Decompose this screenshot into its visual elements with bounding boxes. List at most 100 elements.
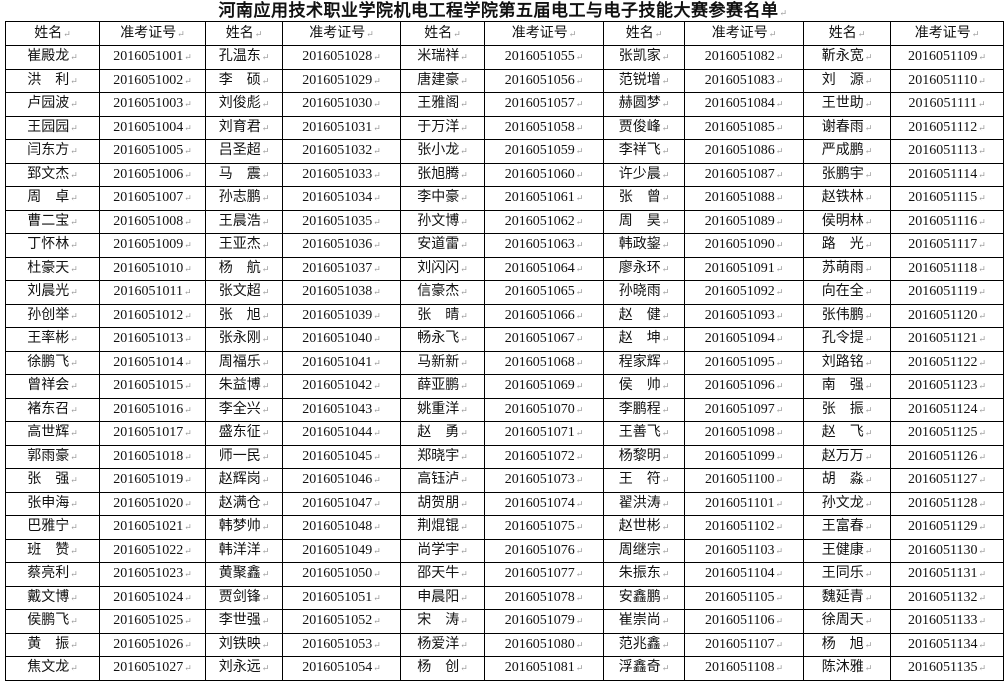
- participant-name: 蔡亮利: [5, 562, 100, 587]
- participant-name: 朱振东: [603, 562, 685, 587]
- exam-id: 2016051122: [890, 350, 1004, 375]
- exam-id: 2016051036: [282, 233, 401, 258]
- participant-name: 刘铁映: [205, 632, 283, 657]
- participant-name: 张 曾: [603, 186, 685, 211]
- table-row: 班 赞2016051022韩洋洋2016051049尚学宇2016051076周…: [5, 538, 1004, 563]
- exam-id: 2016051120: [890, 303, 1004, 328]
- participant-name: 洪 利: [5, 68, 100, 93]
- participant-name: 戴文博: [5, 585, 100, 610]
- exam-id: 2016051104: [684, 562, 804, 587]
- exam-id: 2016051077: [484, 562, 604, 587]
- exam-id: 2016051067: [484, 327, 604, 352]
- exam-id: 2016051131: [890, 562, 1004, 587]
- exam-id: 2016051082: [684, 45, 804, 70]
- participant-name: 郭雨豪: [5, 444, 100, 469]
- participant-name: 孙志鹏: [205, 186, 283, 211]
- participant-name: 严成鹏: [803, 139, 891, 164]
- participant-name: 胡 淼: [803, 468, 891, 493]
- exam-id: 2016051089: [684, 209, 804, 234]
- participant-name: 张永刚: [205, 327, 283, 352]
- table-row: 闫东方2016051005吕圣超2016051032张小龙2016051059李…: [5, 139, 1004, 164]
- participant-name: 赵辉岗: [205, 468, 283, 493]
- participant-name: 路 光: [803, 233, 891, 258]
- participant-name: 周 昊: [603, 209, 685, 234]
- exam-id: 2016051017: [99, 421, 206, 446]
- exam-id: 2016051048: [282, 515, 401, 540]
- participant-name: 崔殿龙: [5, 45, 100, 70]
- exam-id: 2016051011: [99, 280, 206, 305]
- table-row: 郭雨豪2016051018师一民2016051045郑晓宇2016051072杨…: [5, 444, 1004, 469]
- exam-id: 2016051005: [99, 139, 206, 164]
- participant-name: 申晨阳: [400, 585, 485, 610]
- participant-name: 徐鹏飞: [5, 350, 100, 375]
- participant-name: 王善飞: [603, 421, 685, 446]
- participant-name: 刘闪闪: [400, 256, 485, 281]
- exam-id: 2016051060: [484, 162, 604, 187]
- exam-id: 2016051130: [890, 538, 1004, 563]
- participant-name: 唐建豪: [400, 68, 485, 93]
- exam-id: 2016051071: [484, 421, 604, 446]
- exam-id: 2016051073: [484, 468, 604, 493]
- exam-id: 2016051110: [890, 68, 1004, 93]
- participant-name: 南 强: [803, 374, 891, 399]
- participant-name: 米瑞祥: [400, 45, 485, 70]
- exam-id: 2016051042: [282, 374, 401, 399]
- exam-id: 2016051014: [99, 350, 206, 375]
- participant-name: 张鹏宇: [803, 162, 891, 187]
- exam-id: 2016051015: [99, 374, 206, 399]
- exam-id: 2016051106: [684, 609, 804, 634]
- participant-name: 崔崇尚: [603, 609, 685, 634]
- exam-id: 2016051092: [684, 280, 804, 305]
- exam-id: 2016051123: [890, 374, 1004, 399]
- participant-name: 尚学宇: [400, 538, 485, 563]
- participant-name: 贾俊峰: [603, 115, 685, 140]
- exam-id: 2016051093: [684, 303, 804, 328]
- exam-id: 2016051021: [99, 515, 206, 540]
- exam-id: 2016051108: [684, 656, 804, 681]
- exam-id: 2016051012: [99, 303, 206, 328]
- exam-id: 2016051134: [890, 632, 1004, 657]
- participant-name: 张小龙: [400, 139, 485, 164]
- participant-name: 杨黎明: [603, 444, 685, 469]
- participant-name: 巴雅宁: [5, 515, 100, 540]
- header-exam-id: 准考证号: [282, 21, 401, 46]
- participant-name: 张 强: [5, 468, 100, 493]
- exam-id: 2016051105: [684, 585, 804, 610]
- participant-name: 刘俊彪: [205, 92, 283, 117]
- exam-id: 2016051031: [282, 115, 401, 140]
- participant-name: 姚重洋: [400, 397, 485, 422]
- participant-name: 赵 飞: [803, 421, 891, 446]
- participant-name: 王 符: [603, 468, 685, 493]
- participant-name: 张 旭: [205, 303, 283, 328]
- exam-id: 2016051023: [99, 562, 206, 587]
- participant-name: 王率彬: [5, 327, 100, 352]
- table-row: 蔡亮利2016051023黄聚鑫2016051050邵天牛2016051077朱…: [5, 562, 1004, 587]
- exam-id: 2016051001: [99, 45, 206, 70]
- table-row: 王园园2016051004刘育君2016051031于万洋2016051058贾…: [5, 115, 1004, 140]
- exam-id: 2016051043: [282, 397, 401, 422]
- header-name: 姓名: [803, 21, 891, 46]
- exam-id: 2016051081: [484, 656, 604, 681]
- participant-name: 刘晨光: [5, 280, 100, 305]
- exam-id: 2016051061: [484, 186, 604, 211]
- exam-id: 2016051069: [484, 374, 604, 399]
- participant-name: 廖永环: [603, 256, 685, 281]
- exam-id: 2016051051: [282, 585, 401, 610]
- exam-id: 2016051091: [684, 256, 804, 281]
- participant-name: 孙创举: [5, 303, 100, 328]
- exam-id: 2016051085: [684, 115, 804, 140]
- participant-name: 胡贺朋: [400, 491, 485, 516]
- exam-id: 2016051076: [484, 538, 604, 563]
- exam-id: 2016051050: [282, 562, 401, 587]
- participant-name: 周福乐: [205, 350, 283, 375]
- exam-id: 2016051028: [282, 45, 401, 70]
- table-row: 戴文博2016051024贾剑锋2016051051申晨阳2016051078安…: [5, 585, 1004, 610]
- exam-id: 2016051115: [890, 186, 1004, 211]
- table-row: 丁怀林2016051009王亚杰2016051036安道雷2016051063韩…: [5, 233, 1004, 258]
- exam-id: 2016051133: [890, 609, 1004, 634]
- exam-id: 2016051084: [684, 92, 804, 117]
- participant-name: 李中豪: [400, 186, 485, 211]
- participant-name: 李全兴: [205, 397, 283, 422]
- exam-id: 2016051002: [99, 68, 206, 93]
- exam-id: 2016051019: [99, 468, 206, 493]
